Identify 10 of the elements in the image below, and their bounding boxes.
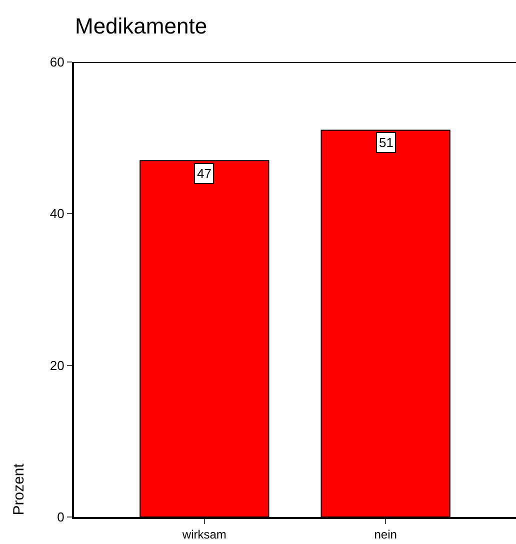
x-tick-label: wirksam (181, 527, 226, 542)
y-tick-label: 20 (50, 358, 64, 373)
y-axis-title: Prozent (10, 462, 28, 516)
y-tick-label: 60 (50, 54, 64, 70)
x-tick-label: nein (374, 527, 397, 542)
y-tick-label: 40 (50, 206, 64, 222)
y-tick-label: 0 (57, 510, 64, 525)
data-label: 51 (379, 135, 394, 150)
data-label: 47 (197, 166, 212, 181)
chart-title: Medikamente (75, 13, 208, 38)
